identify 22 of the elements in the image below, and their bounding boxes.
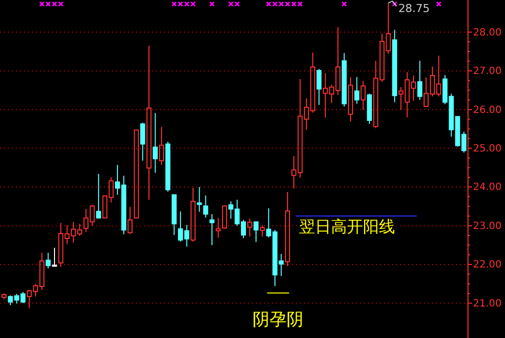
candlestick — [285, 192, 290, 266]
y-tick-label: 22.00 — [473, 260, 502, 271]
annotation: 阴孕阴 — [252, 310, 304, 330]
candlestick — [392, 29, 398, 103]
candlestick — [348, 76, 354, 122]
candlestick — [152, 112, 158, 174]
y-tick-label: 21.00 — [473, 298, 502, 310]
y-tick-label: 27.00 — [473, 66, 502, 78]
y-tick-label: 24.00 — [473, 182, 502, 194]
y-tick-label: 23.00 — [473, 220, 502, 232]
y-tick-label: 28.00 — [473, 27, 502, 38]
candlestick — [196, 186, 202, 212]
candlestick — [354, 76, 360, 104]
y-tick-label: 26.00 — [473, 104, 502, 116]
candlestick — [146, 45, 152, 200]
candlestick — [159, 126, 164, 166]
annotation: 28.75 — [398, 2, 430, 16]
y-tick-label: 25.00 — [473, 143, 502, 154]
candlestick — [360, 80, 366, 110]
candlestick — [209, 214, 214, 246]
annotation: 翌日高开阳线 — [298, 217, 395, 236]
candlestick — [46, 252, 51, 269]
